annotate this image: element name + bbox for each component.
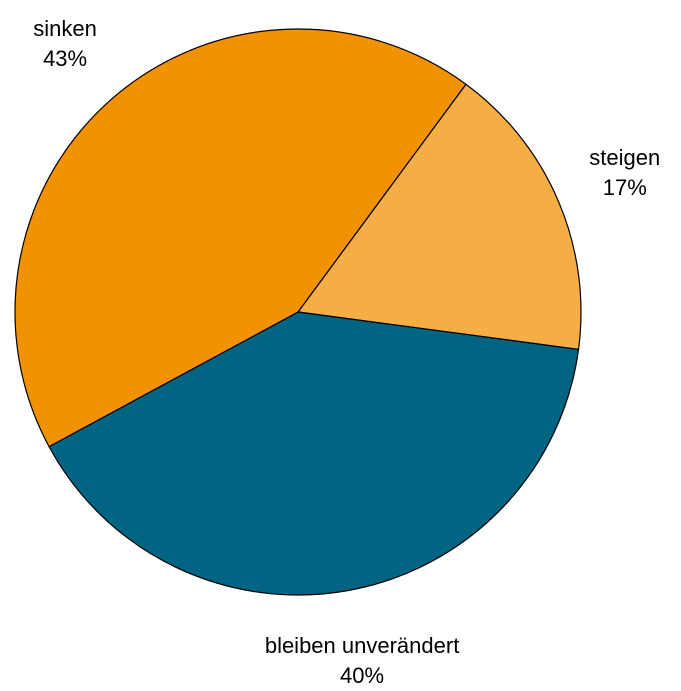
slice-value-label: 17% — [603, 175, 647, 200]
pie-slice — [48, 311, 580, 596]
pie-slice — [14, 28, 467, 448]
slice-label: bleiben unverändert — [265, 633, 459, 658]
slice-value-label: 43% — [43, 46, 87, 71]
slice-value-label: 40% — [340, 663, 384, 686]
pie-slice — [296, 83, 582, 351]
slice-label: steigen — [589, 145, 660, 170]
slice-label: sinken — [33, 16, 97, 41]
